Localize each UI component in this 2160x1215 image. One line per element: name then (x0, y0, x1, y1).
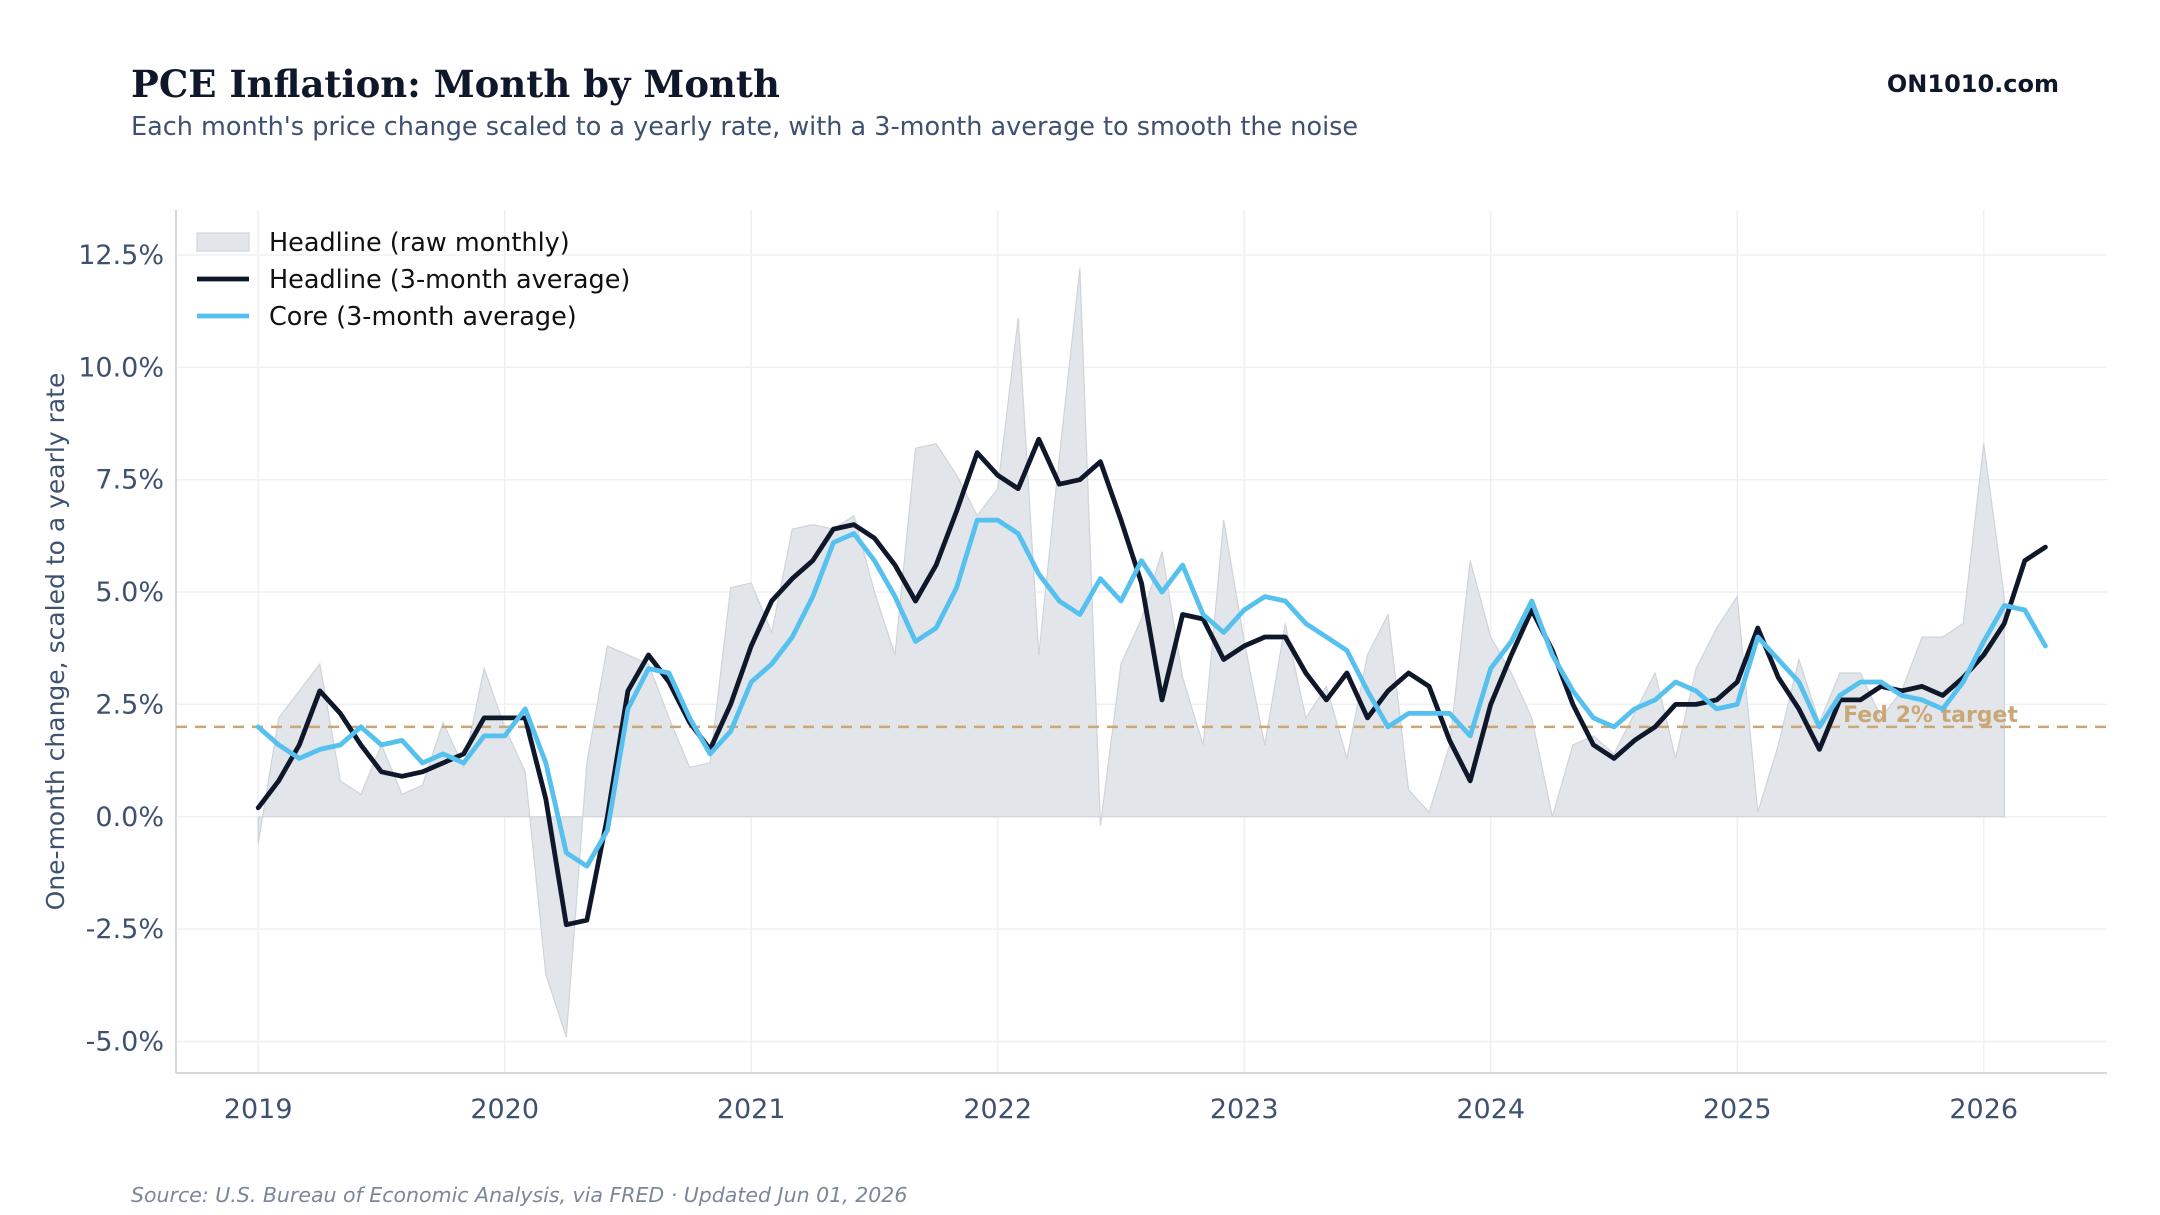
y-tick-label: 10.0% (78, 352, 164, 383)
legend: Headline (raw monthly) Headline (3-month … (196, 228, 630, 332)
x-tick-label: 2020 (470, 1094, 539, 1125)
tick-label-layer: -5.0% -2.5% 0.0% 2.5% 5.0% 7.5% 10.0% 12.5% 2019… (78, 240, 2018, 1125)
y-tick-label: -2.5% (86, 914, 164, 945)
x-tick-label: 2024 (1456, 1094, 1525, 1125)
y-tick-label: 7.5% (95, 465, 164, 496)
y-tick-label: 12.5% (78, 240, 164, 271)
x-tick-label: 2022 (963, 1094, 1032, 1125)
core-3mo-average-line (255, 517, 2048, 869)
y-axis-label: One-month change, scaled to a yearly rat… (41, 373, 70, 911)
axis-frame (175, 210, 2107, 1074)
headline-raw-monthly-area (257, 268, 2005, 1038)
y-tick-label: 5.0% (95, 577, 164, 608)
legend-label: Headline (3-month average) (269, 265, 630, 295)
headline-3mo-average-line (255, 436, 2048, 928)
legend-swatch-raw-monthly (196, 232, 250, 252)
y-tick-label: 0.0% (95, 802, 164, 833)
raw-monthly-area-layer (257, 268, 2005, 1038)
legend-label: Headline (raw monthly) (269, 228, 570, 258)
y-tick-label: -5.0% (86, 1027, 164, 1058)
target-reference-layer: Fed 2% target (176, 703, 2107, 729)
source-note: Source: U.S. Bureau of Economic Analysis… (131, 1183, 908, 1207)
x-tick-label: 2023 (1210, 1094, 1279, 1125)
brand-logo-text[interactable]: ON1010.com (1886, 70, 2059, 98)
x-tick-label: 2021 (717, 1094, 786, 1125)
x-tick-label: 2026 (1949, 1094, 2018, 1125)
x-tick-label: 2025 (1703, 1094, 1772, 1125)
y-tick-label: 2.5% (95, 689, 164, 720)
series-line-layer (255, 436, 2048, 928)
legend-label: Core (3-month average) (269, 302, 577, 332)
chart-subtitle: Each month's price change scaled to a ye… (131, 112, 1359, 142)
fed-target-label: Fed 2% target (1843, 703, 2018, 728)
x-tick-label: 2019 (224, 1094, 293, 1125)
chart-title: PCE Inflation: Month by Month (131, 62, 780, 106)
